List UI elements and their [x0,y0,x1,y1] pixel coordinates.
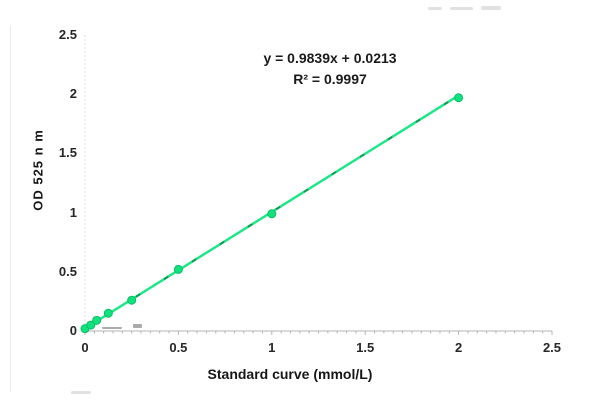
x-tick-label: 1 [268,340,276,355]
data-point [92,315,102,325]
data-point [173,264,183,274]
data-point [86,320,96,330]
data-point [127,295,137,305]
data-point [267,209,277,219]
x-tick-label: 1.5 [356,340,375,355]
x-axis-title: Standard curve (mmol/L) [207,366,373,382]
data-point [454,93,464,103]
x-tick-label: 0 [81,340,89,355]
left-edge-rule [10,26,11,392]
x-tick-label: 2.5 [542,340,562,355]
y-tick-label: 1 [69,204,77,220]
axis-artifact [102,327,122,329]
artifact-smudge [450,7,473,10]
y-tick-label: 1.5 [58,145,77,161]
artifact-smudge [481,6,501,10]
y-tick-label: 0.5 [58,263,77,279]
y-axis-title: OD 525 n m [30,129,46,211]
y-tick-label: 0 [69,323,77,338]
axis-artifact [133,324,142,328]
y-tick-label: 2.5 [58,27,77,42]
trendline-equation: y = 0.9839x + 0.0213 [263,50,397,66]
x-tick-label: 2 [454,340,463,355]
artifact-smudge [71,391,91,394]
x-tick-label: 0.5 [169,340,188,355]
data-point [103,308,113,318]
artifact-smudge [428,7,442,10]
y-tick-label: 2 [69,86,77,102]
r-squared-label: R² = 0.9997 [293,71,367,87]
